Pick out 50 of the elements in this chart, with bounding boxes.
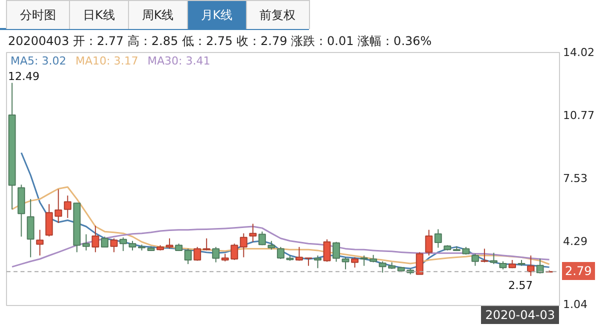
candlestick: [480, 248, 488, 263]
candlestick: [82, 234, 90, 251]
candlestick: [64, 195, 72, 218]
candlestick: [471, 253, 479, 266]
candlestick: [276, 246, 284, 260]
candlestick: [314, 255, 322, 269]
candlestick: [536, 258, 544, 274]
y-tick-label: 7.53: [563, 170, 588, 187]
annotation: 2.57: [508, 278, 533, 292]
candlestick: [434, 228, 442, 248]
text: MA10: 3.17: [76, 54, 138, 68]
candlestick: [332, 241, 340, 262]
y-tick-label: 10.77: [563, 108, 594, 124]
candlestick: [194, 246, 202, 262]
candlestick: [212, 246, 220, 263]
candlestick: [202, 238, 210, 251]
text: 周K线: [128, 0, 188, 29]
ref-line-label: 2.79: [562, 262, 595, 280]
text: MA30: 3.41: [148, 54, 210, 68]
chart-title: 20200403 开：2.77 高：2.85 低：2.75 收：2.79 涨跌：0.01 涨幅：0.36%: [7, 33, 432, 50]
y-tick-label: 4.29: [563, 234, 588, 250]
candlestick: [342, 256, 350, 270]
y-tick-label: 14.02: [563, 44, 594, 61]
text: 日K线: [69, 0, 129, 29]
candlestick: [26, 198, 34, 258]
candlestick: [36, 229, 44, 256]
candlestick: [351, 256, 359, 268]
text: 分时图: [6, 0, 70, 29]
text: MA5: 3.02: [10, 54, 66, 68]
annotation: 12.49: [8, 70, 40, 83]
candlestick: [166, 238, 174, 250]
candlestick: [295, 246, 303, 262]
candlestick: [184, 248, 192, 265]
candlestick: [360, 255, 368, 266]
y-tick-label: 1.04: [563, 297, 588, 314]
line-series: [11, 226, 550, 268]
candlestick: [416, 252, 424, 275]
text: 月K线: [186, 0, 247, 29]
candlestick: [92, 225, 100, 253]
text: 2020-04-03: [481, 306, 559, 324]
candlestick: [240, 232, 248, 258]
candlestick: [323, 238, 331, 262]
text: 前复权: [246, 0, 310, 29]
candlestick: [100, 236, 108, 248]
candlestick: [110, 238, 118, 253]
candlestick: [249, 223, 257, 242]
line-series: [11, 186, 550, 266]
candlestick: [258, 231, 266, 246]
candlestick: [490, 252, 498, 265]
candlestick: [425, 229, 433, 256]
